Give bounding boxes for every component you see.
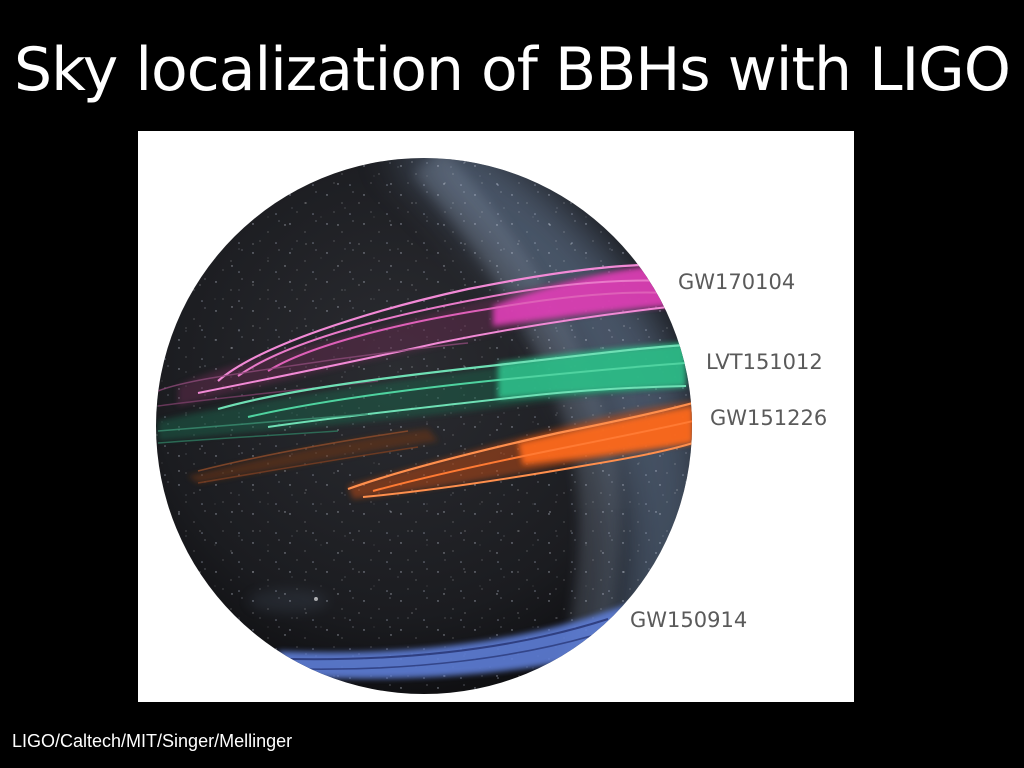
label-lvt151012: LVT151012 (706, 350, 823, 374)
contour-gw170104 (157, 263, 673, 407)
contour-gw151226 (188, 401, 692, 499)
label-gw151226: GW151226 (710, 406, 827, 430)
sky-map-svg: GW170104 LVT151012 GW151226 GW150914 (156, 158, 827, 694)
sky-map-figure: GW170104 LVT151012 GW151226 GW150914 (138, 131, 854, 702)
label-gw170104: GW170104 (678, 270, 795, 294)
image-credit: LIGO/Caltech/MIT/Singer/Mellinger (12, 731, 293, 751)
contour-gw150914 (278, 601, 638, 679)
contour-lvt151012 (157, 343, 687, 444)
slide-title: Sky localization of BBHs with LIGO (14, 35, 1011, 105)
label-gw150914: GW150914 (630, 608, 747, 632)
